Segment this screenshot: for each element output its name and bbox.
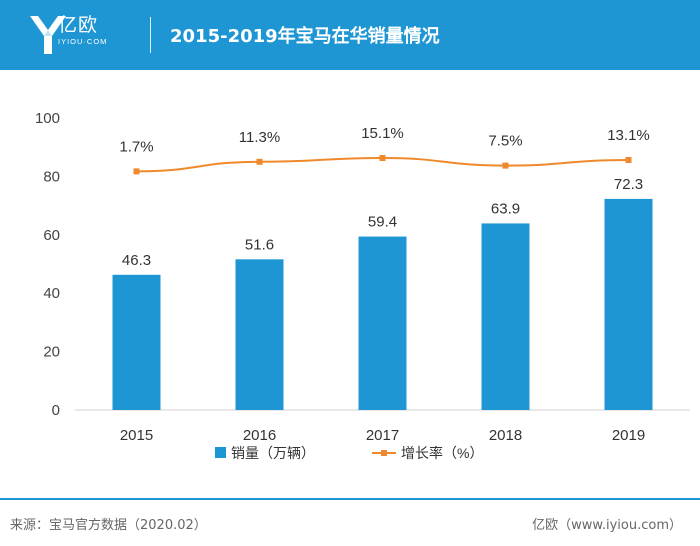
- legend-bar-swatch: [215, 447, 226, 458]
- bar: [358, 236, 407, 410]
- chart: 0 20 40 60 80 100 46.3 2015 51.6 2016 59.4 2017 63.9…: [35, 110, 690, 461]
- x-tick-label: 2017: [366, 427, 399, 444]
- source-note: 来源：宝马官方数据（2020.02）: [10, 518, 207, 533]
- y-tick-label: 60: [43, 227, 60, 244]
- bar-value-label: 72.3: [614, 176, 643, 193]
- x-tick-label: 2015: [120, 427, 153, 444]
- x-tick-label: 2016: [243, 427, 276, 444]
- bar: [481, 223, 530, 410]
- bar-value-label: 59.4: [368, 214, 397, 231]
- y-tick-label: 40: [43, 285, 60, 302]
- bar: [604, 198, 653, 410]
- growth-point: [256, 158, 263, 165]
- brand-note: 亿欧（www.iyiou.com）: [532, 518, 682, 533]
- logo-icon: [30, 16, 66, 54]
- logo-subtext: IYIOU·COM: [58, 37, 108, 46]
- y-tick-label: 100: [35, 110, 60, 127]
- legend-line-label: 增长率（%）: [401, 445, 483, 461]
- growth-point: [379, 155, 386, 161]
- legend-bar-label: 销量（万辆）: [231, 445, 315, 461]
- growth-point: [133, 168, 140, 175]
- bar: [235, 259, 284, 410]
- growth-value-label: 7.5%: [488, 133, 522, 150]
- growth-value-label: 15.1%: [361, 125, 404, 142]
- header-bar: 亿欧 IYIOU·COM 2015-2019年宝马在华销量情况: [0, 0, 700, 70]
- y-tick-label: 0: [52, 402, 60, 419]
- growth-point: [625, 157, 632, 163]
- growth-value-label: 11.3%: [239, 129, 280, 146]
- growth-value-label: 13.1%: [607, 127, 650, 144]
- bar-value-label: 63.9: [491, 200, 520, 217]
- page-title: 2015-2019年宝马在华销量情况: [170, 26, 440, 47]
- bar-value-label: 51.6: [245, 236, 274, 253]
- x-tick-label: 2019: [612, 427, 645, 444]
- header-divider: [150, 17, 151, 53]
- logo-text: 亿欧: [58, 14, 99, 36]
- growth-point: [502, 162, 509, 169]
- y-tick-label: 80: [43, 168, 60, 185]
- y-tick-label: 20: [43, 344, 60, 361]
- x-tick-label: 2018: [489, 427, 522, 444]
- bar: [112, 274, 161, 410]
- footer-divider: [0, 498, 700, 500]
- bar-value-label: 46.3: [122, 252, 151, 269]
- growth-value-label: 1.7%: [119, 138, 153, 155]
- legend-line-marker: [381, 450, 387, 456]
